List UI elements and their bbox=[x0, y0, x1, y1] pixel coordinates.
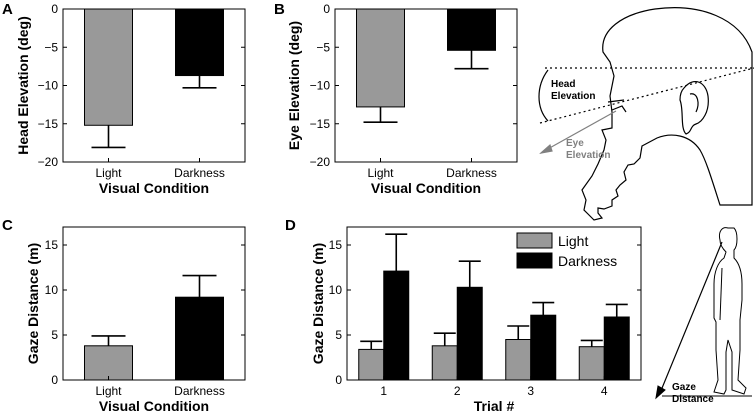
bar-d-trial3-darkness bbox=[530, 314, 557, 381]
ytick-label-d-0: 0 bbox=[335, 373, 342, 387]
ytick-label-a-2: −10 bbox=[38, 79, 59, 93]
xtick-label-d-0: 1 bbox=[380, 384, 387, 398]
legend-swatch-darkness bbox=[516, 252, 553, 269]
ytick-label-c-1: 5 bbox=[51, 328, 58, 342]
ytick-label-a-0: 0 bbox=[51, 2, 58, 16]
bar-d-trial1-light bbox=[358, 348, 385, 381]
bar-a-light bbox=[84, 8, 133, 126]
axes-frame-d bbox=[346, 226, 642, 381]
xtick-label-d-3: 4 bbox=[601, 384, 608, 398]
ytick-label-b-0: 0 bbox=[323, 2, 330, 16]
ylabel-b: Eye Elevation (deg) bbox=[286, 21, 302, 150]
ytick-label-d-1: 5 bbox=[335, 328, 342, 342]
eye-gaze-line bbox=[545, 110, 617, 151]
xlabel-a: Visual Condition bbox=[99, 180, 209, 196]
bar-a-darkness bbox=[175, 8, 224, 77]
head-elevation-label-line2: Elevation bbox=[551, 91, 595, 102]
ytick-label-b-2: −10 bbox=[310, 79, 331, 93]
gaze-distance-line bbox=[659, 241, 723, 394]
axes-frame-c bbox=[62, 226, 246, 381]
xlabel-c: Visual Condition bbox=[99, 398, 209, 414]
legend-swatch-light bbox=[516, 232, 553, 249]
ytick-label-c-2: 10 bbox=[45, 283, 59, 297]
ylabel-a: Head Elevation (deg) bbox=[15, 16, 31, 154]
bar-b-light bbox=[356, 8, 405, 108]
ytick-label-c-0: 0 bbox=[51, 373, 58, 387]
xtick-label-b-1: Darkness bbox=[446, 166, 497, 180]
ytick-label-a-3: −15 bbox=[38, 117, 59, 131]
ear-inner-path bbox=[689, 93, 699, 113]
chart-gaze-distance-trial: 0 5 10 15 1 2 3 4 Trial # Gaze Distance (m) Light D… bbox=[310, 226, 642, 414]
bar-d-trial2-darkness bbox=[456, 286, 483, 381]
panel-letter-b: B bbox=[274, 1, 285, 18]
ear-path bbox=[679, 80, 709, 135]
ytick-label-b-3: −15 bbox=[310, 117, 331, 131]
ytick-label-d-2: 10 bbox=[329, 283, 343, 297]
bar-b-darkness bbox=[447, 8, 496, 51]
panel-letter-c: C bbox=[2, 217, 13, 234]
xtick-label-a-1: Darkness bbox=[174, 166, 225, 180]
ylabel-c: Gaze Distance (m) bbox=[25, 243, 41, 364]
xtick-label-d-2: 3 bbox=[527, 384, 534, 398]
xtick-label-c-0: Light bbox=[95, 384, 122, 398]
body-illustration bbox=[655, 227, 752, 400]
head-elevation-arc bbox=[538, 69, 549, 122]
ytick-label-a-1: −5 bbox=[44, 40, 58, 54]
gaze-distance-label-line1: Gaze bbox=[672, 382, 696, 393]
bar-c-darkness bbox=[175, 296, 224, 381]
bar-d-trial4-darkness bbox=[603, 316, 630, 381]
head-elevation-label-line1: Head bbox=[551, 79, 575, 90]
head-illustration bbox=[538, 7, 754, 221]
eye-elevation-label-line2: Elevation bbox=[566, 150, 610, 161]
eye-lid-path bbox=[607, 99, 625, 103]
body-arm-line bbox=[719, 267, 723, 321]
eye-path bbox=[611, 105, 627, 113]
ytick-label-b-4: −20 bbox=[310, 155, 331, 169]
legend-label-darkness: Darkness bbox=[558, 253, 617, 269]
ytick-label-a-4: −20 bbox=[38, 155, 59, 169]
ytick-label-d-3: 15 bbox=[329, 238, 343, 252]
xlabel-b: Visual Condition bbox=[371, 180, 481, 196]
panel-letter-a: A bbox=[2, 1, 13, 18]
eye-elevation-label-line1: Eye bbox=[566, 138, 584, 149]
eye-gaze-arrowhead bbox=[539, 143, 553, 154]
bar-d-trial4-light bbox=[578, 346, 605, 381]
xtick-label-d-1: 2 bbox=[454, 384, 461, 398]
panel-letter-d: D bbox=[285, 217, 296, 234]
ytick-label-c-3: 15 bbox=[45, 238, 59, 252]
head-tilt-line bbox=[539, 67, 754, 124]
bar-c-light bbox=[84, 345, 133, 381]
xlabel-d: Trial # bbox=[474, 398, 515, 414]
xtick-label-c-1: Darkness bbox=[174, 384, 225, 398]
ytick-label-b-1: −5 bbox=[316, 40, 330, 54]
head-outline-path bbox=[581, 7, 753, 221]
bar-d-trial2-light bbox=[431, 345, 458, 381]
gaze-distance-arrowhead bbox=[655, 385, 666, 400]
body-outline-path bbox=[713, 227, 747, 395]
bar-d-trial1-darkness bbox=[383, 270, 410, 381]
ylabel-d: Gaze Distance (m) bbox=[310, 243, 326, 364]
bar-d-trial3-light bbox=[505, 339, 532, 381]
gaze-distance-label-line2: Distance bbox=[672, 394, 714, 405]
xtick-label-a-0: Light bbox=[95, 166, 122, 180]
legend-label-light: Light bbox=[558, 233, 588, 249]
xtick-label-b-0: Light bbox=[367, 166, 394, 180]
